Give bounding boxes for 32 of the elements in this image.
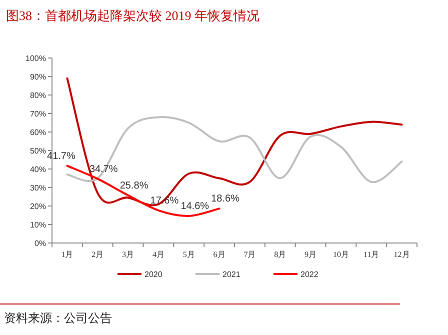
data-label: 25.8% [120,180,148,192]
y-tick-label: 10% [30,220,46,230]
y-tick-label: 70% [30,110,46,118]
legend-label: 2021 [222,270,241,279]
legend-label: 2022 [300,270,319,279]
chart-title: 图38：首都机场起降架次较 2019 年恢复情况 [6,8,260,23]
data-label: 34.7% [89,164,118,175]
x-tick-label: 8月 [274,250,286,259]
x-tick-label: 4月 [152,250,164,259]
x-tick-label: 10月 [332,250,349,259]
y-tick-label: 80% [30,91,46,100]
y-tick-label: 100% [26,54,46,63]
text: 资料来源：公司公告 [4,311,112,325]
x-tick-label: 5月 [182,250,195,259]
x-tick-label: 9月 [304,250,317,259]
y-tick-label: 60% [30,128,46,137]
x-tick-label: 7月 [244,250,256,259]
x-tick-label: 2月 [92,250,104,259]
y-tick-label: 0% [34,239,46,248]
x-tick-label: 11月 [364,250,380,259]
x-tick-label: 3月 [122,250,134,259]
y-tick-label: 30% [30,184,46,192]
y-tick-label: 20% [30,202,46,211]
y-tick-label: 90% [30,72,46,82]
y-tick-label: 40% [30,165,46,174]
data-label: 18.6% [211,194,240,205]
x-tick-label: 1月 [61,250,74,259]
x-tick-label: 6月 [213,250,226,259]
legend-label: 2020 [144,270,163,279]
y-tick-label: 50% [30,146,46,156]
x-tick-label: 12月 [394,250,410,259]
data-label: 14.6% [180,200,210,212]
